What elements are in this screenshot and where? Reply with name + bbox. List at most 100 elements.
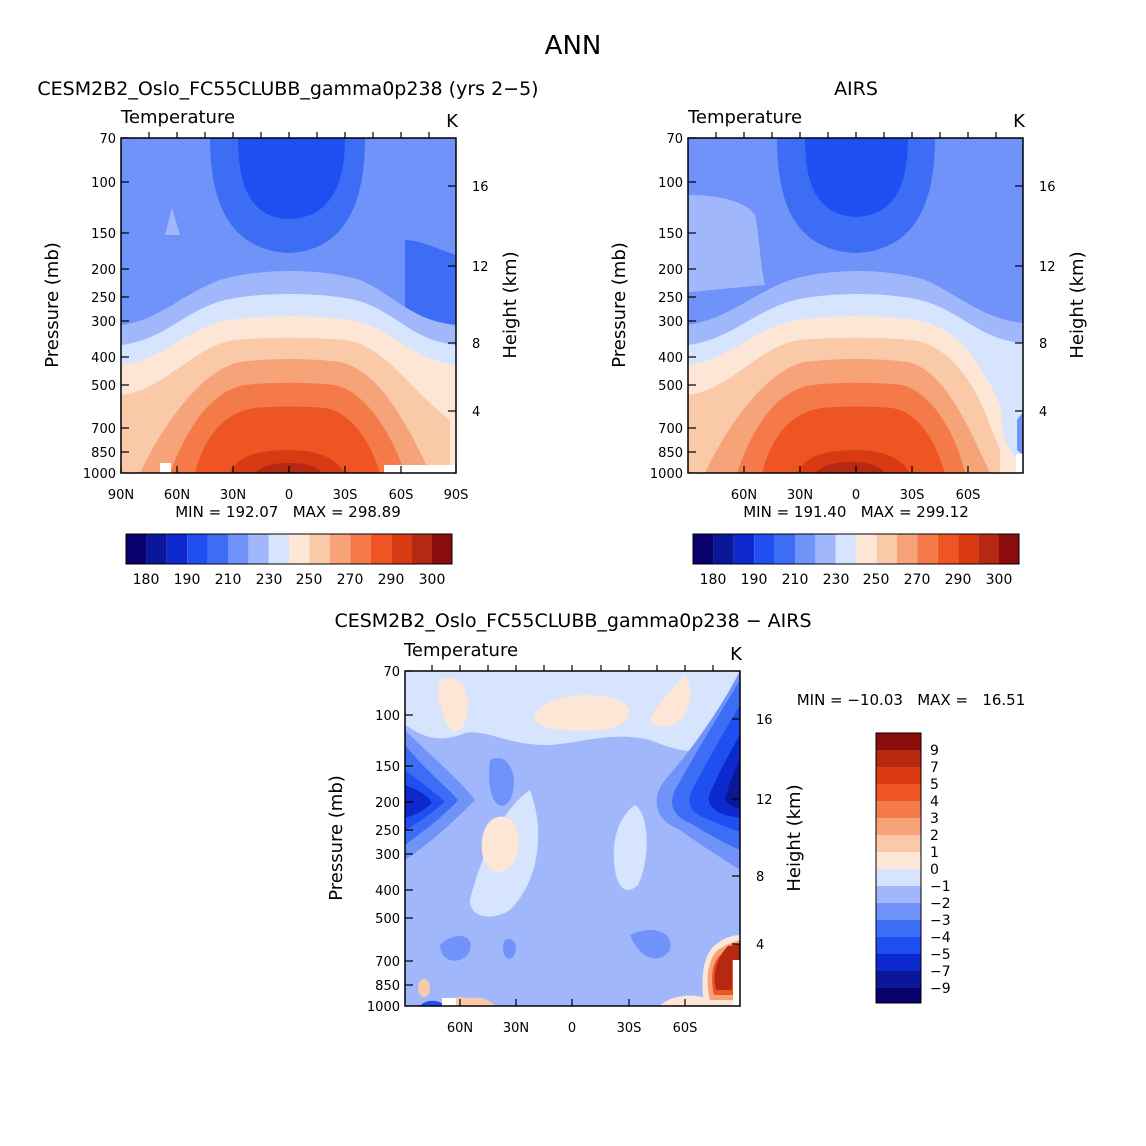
contour-band — [405, 785, 432, 818]
y-tick-labels: 70 100 150 200 250 300 400 500 700 850 1… — [83, 132, 116, 482]
ticks — [120, 132, 457, 473]
contour-band — [195, 406, 380, 473]
y-right-tick-labels: 16 12 8 4 — [472, 180, 489, 420]
colorbar-swatch — [126, 534, 147, 564]
contour-band — [437, 677, 469, 732]
y-tick-label: 150 — [375, 760, 400, 775]
y-tick-label: 700 — [375, 955, 400, 970]
colorbar-swatch — [774, 534, 795, 564]
y-tick-label: 70 — [99, 132, 116, 147]
x-tick-label: 60N — [447, 1021, 473, 1036]
contour-band — [613, 805, 647, 890]
y-tick-label: 850 — [91, 446, 116, 461]
panel-model: CESM2B2_Oslo_FC55CLUBB_gamma0p238 (yrs 2… — [37, 78, 538, 588]
panel-airs-title: AIRS — [834, 78, 878, 100]
contour-band — [805, 138, 908, 217]
y-tick-labels: 70 100 150 200 250 300 400 500 700 850 1… — [367, 665, 400, 1015]
panel-diff-units: K — [730, 644, 743, 665]
contour-band — [165, 208, 180, 235]
x-tick-label: 30S — [333, 488, 358, 503]
colorbar-frame — [692, 533, 1020, 565]
y-tick-label: 1000 — [367, 1000, 400, 1015]
y-tick-label: 200 — [91, 263, 116, 278]
y-axis-label: Pressure (mb) — [609, 242, 630, 368]
x-tick-label: 30S — [617, 1021, 642, 1036]
x-tick-labels: 60N 30N 0 30S 60S — [731, 488, 981, 503]
x-tick-label: 0 — [568, 1021, 576, 1036]
y-right-tick-label: 8 — [1039, 337, 1047, 352]
missing-data — [733, 960, 740, 1006]
y-tick-label: 700 — [658, 422, 683, 437]
y-right-tick-label: 8 — [756, 870, 764, 885]
min-max-label: MIN = 192.07 MAX = 298.89 — [175, 503, 401, 521]
ticks — [688, 132, 1023, 473]
y-axis-label: Pressure (mb) — [42, 242, 63, 368]
contour-band — [534, 695, 630, 731]
y-tick-label: 850 — [375, 979, 400, 994]
y-right-tick-label: 12 — [1039, 260, 1056, 275]
y-right-tick-label: 12 — [756, 793, 773, 808]
y-tick-label: 70 — [383, 665, 400, 680]
y-tick-labels: 70 100 150 200 250 300 400 500 700 850 1… — [650, 132, 683, 482]
y-right-tick-labels: 16 12 8 4 — [756, 713, 773, 953]
colorbar-swatch — [876, 750, 921, 767]
colorbar-swatch — [958, 534, 979, 564]
colorbar-frame — [125, 533, 453, 565]
colorbar-swatch — [309, 534, 330, 564]
colorbar-swatch — [713, 534, 734, 564]
colorbar-label: 1 — [930, 845, 939, 861]
contour-band — [688, 195, 765, 292]
panel-model-contours — [121, 138, 456, 473]
colorbar-swatch — [856, 534, 877, 564]
y-tick-label: 700 — [91, 422, 116, 437]
colorbar-swatch — [876, 903, 921, 920]
contour-band — [420, 1000, 445, 1006]
colorbar-swatch — [876, 954, 921, 971]
y-tick-label: 300 — [658, 315, 683, 330]
colorbar-label: 300 — [986, 572, 1013, 588]
y-right-tick-label: 12 — [472, 260, 489, 275]
contour-band — [230, 450, 345, 473]
colorbar-frame — [875, 732, 922, 1004]
y-tick-label: 150 — [91, 227, 116, 242]
y-right-tick-label: 4 — [472, 405, 480, 420]
colorbar-swatch — [693, 534, 714, 564]
y-axis-label: Pressure (mb) — [326, 775, 347, 901]
x-tick-label: 30N — [503, 1021, 529, 1036]
colorbar-label: −5 — [930, 947, 951, 963]
colorbar-swatch — [146, 534, 167, 564]
contour-band — [688, 290, 755, 305]
contour-band — [630, 930, 671, 959]
colorbar-label: 190 — [174, 572, 201, 588]
colorbar-label: 290 — [945, 572, 972, 588]
y-right-tick-label: 4 — [1039, 405, 1047, 420]
colorbar-label: −2 — [930, 896, 951, 912]
colorbar-swatch — [248, 534, 269, 564]
colorbar-label: 180 — [700, 572, 727, 588]
x-tick-label: 90S — [444, 488, 469, 503]
colorbar-swatch — [876, 869, 921, 886]
colorbar-label: 7 — [930, 760, 939, 776]
colorbar-swatch — [432, 534, 452, 564]
contour-band — [815, 462, 885, 473]
y-tick-label: 300 — [91, 315, 116, 330]
missing-data — [1016, 454, 1023, 473]
y-right-tick-labels: 16 12 8 4 — [1039, 180, 1056, 420]
y-tick-label: 300 — [375, 848, 400, 863]
colorbar-label: 230 — [256, 572, 283, 588]
colorbar-label: −7 — [930, 964, 951, 980]
x-tick-label: 30N — [787, 488, 813, 503]
x-tick-label: 60S — [389, 488, 414, 503]
min-max-label: MIN = −10.03 MAX = 16.51 — [797, 691, 1026, 709]
colorbar-swatch — [876, 784, 921, 801]
y-tick-label: 400 — [658, 351, 683, 366]
y-tick-label: 250 — [658, 291, 683, 306]
contour-band — [418, 978, 430, 997]
y-right-axis-label: Height (km) — [1067, 251, 1088, 358]
colorbar-swatch — [207, 534, 228, 564]
contour-band — [238, 138, 345, 219]
colorbar-label: 2 — [930, 828, 939, 844]
colorbar: 180 190 210 230 250 270 290 300 — [692, 533, 1020, 588]
y-right-axis-label: Height (km) — [500, 251, 521, 358]
x-tick-label: 60N — [731, 488, 757, 503]
